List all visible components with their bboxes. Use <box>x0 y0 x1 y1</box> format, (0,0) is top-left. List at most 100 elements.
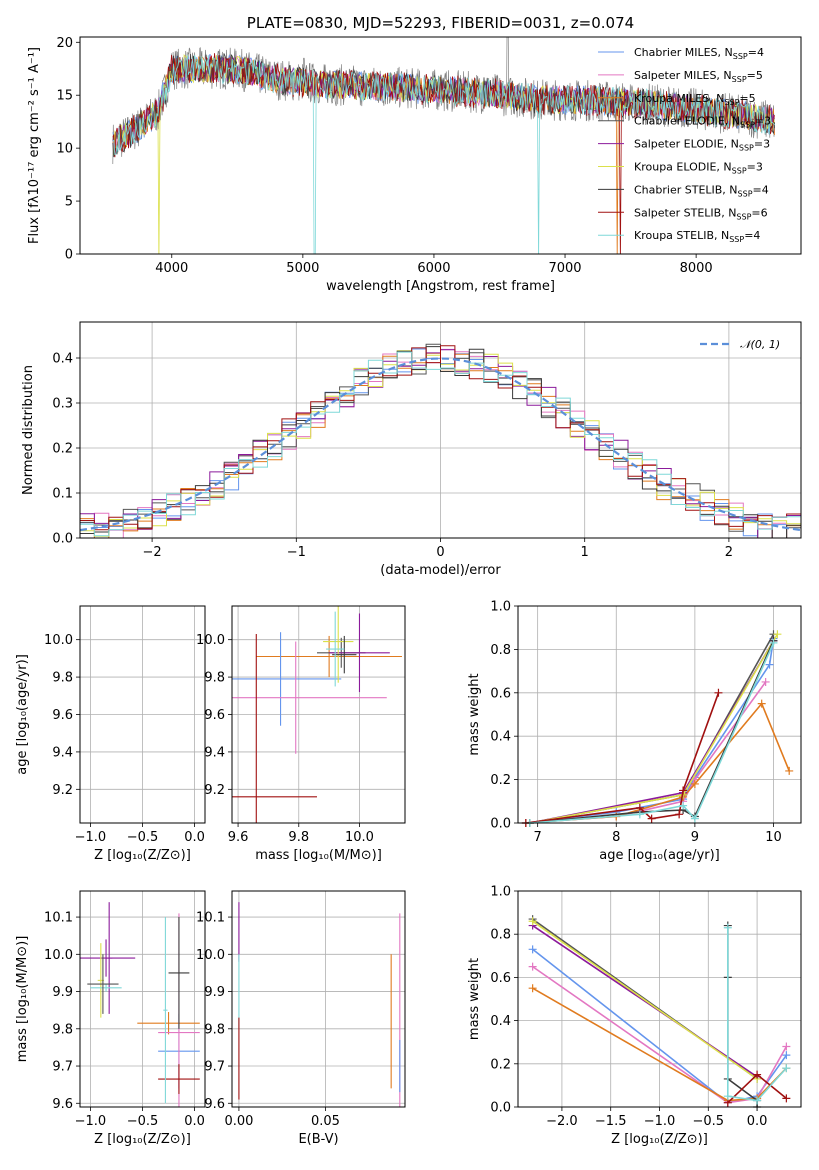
weight-marker <box>675 810 684 819</box>
legend-entry-salpeter_elodie: Salpeter ELODIE, NSSP=3 <box>634 138 770 153</box>
x-axis-label: mass [log₁₀(M/M⊙)] <box>255 848 382 863</box>
axes-frame <box>79 321 802 539</box>
y-tick-label: 1.0 <box>490 600 511 615</box>
errorbar-point-salpeter_stelib <box>158 1064 200 1094</box>
legend-n-text: =5 <box>747 69 763 82</box>
weight-marker <box>647 814 656 823</box>
y-tick-label: 9.9 <box>204 985 225 1000</box>
x-tick-label: −1.0 <box>75 1114 107 1129</box>
legend-sub-text: SSP <box>732 75 747 84</box>
x-tick-label: −1 <box>287 545 306 560</box>
weight-series-salpeter_miles <box>521 677 770 827</box>
weight-line <box>532 920 758 1080</box>
y-tick-label: 9.8 <box>52 671 73 686</box>
y-tick-label: 0.4 <box>52 352 73 367</box>
y-axis-label: mass weight <box>467 673 482 755</box>
weight-series-kroupa_elodie <box>528 917 762 1083</box>
weight-marker <box>528 984 537 993</box>
legend-entry-salpeter_miles: Salpeter MILES, NSSP=5 <box>634 69 763 84</box>
x-tick-label: 8 <box>612 830 620 845</box>
y-tick-label: 9.7 <box>204 1060 225 1075</box>
legend-n-text: =4 <box>744 229 760 242</box>
y-tick-label: 9.6 <box>204 1097 225 1112</box>
x-axis-label: Z [log₁₀(Z/Z⊙)] <box>611 1132 708 1147</box>
panel-3: −1.0 −0.5 0.0 9.2 9.4 9.6 9.8 10.0 Z [log₁₀(Z/Z⊙… <box>15 600 206 959</box>
y-tick-label: 10.0 <box>196 633 225 648</box>
panel-6: −1.0 −0.5 0.0 9.6 9.7 9.8 9.9 10.0 10.1 Z [log₁₀(… <box>15 890 206 1147</box>
legend-sub-text: SSP <box>724 98 739 107</box>
weight-series-kroupa_elodie <box>525 630 782 827</box>
errorbar-point-chabrier_stelib <box>168 917 190 1029</box>
panel-4: 9.6 9.8 10.0 9.2 9.4 9.6 9.8 10.0 mass [log₁₀(M/… <box>196 605 406 863</box>
x-tick-label: 5000 <box>286 261 319 276</box>
weight-marker <box>773 630 782 639</box>
panel-2: −2 −1 0 1 2 0.0 0.1 0.2 0.3 0.4 (data-model)/error… <box>21 321 802 578</box>
legend-sub-text: SSP <box>739 144 754 153</box>
errorbar-point-chabrier_elodie <box>77 638 135 668</box>
x-tick-label: 10 <box>765 830 782 845</box>
y-tick-label: 0.0 <box>490 817 511 832</box>
y-tick-label: 9.8 <box>204 1022 225 1037</box>
legend-sub-text: SSP <box>736 212 751 221</box>
legend-n-text: =3 <box>747 161 763 174</box>
errorbar-point-kroupa_miles <box>256 635 402 678</box>
x-tick-label: 10.0 <box>345 830 374 845</box>
x-tick-label: 0.00 <box>224 1114 253 1129</box>
x-tick-label: 0.0 <box>184 1114 205 1129</box>
histogram-layer <box>80 343 801 538</box>
y-tick-label: 10.0 <box>44 633 73 648</box>
panel-8: −2.0 −1.5 −1.0 −0.5 0.0 0.0 0.2 0.4 0.6 0.8 1.0 Z [… <box>467 885 802 1147</box>
weight-marker <box>753 1070 762 1079</box>
x-tick-label: 1 <box>581 545 589 560</box>
weight-line <box>532 965 788 1104</box>
y-tick-label: 0.6 <box>490 971 511 986</box>
y-tick-label: 5 <box>65 195 73 210</box>
x-tick-label: 9.6 <box>228 830 249 845</box>
weight-marker <box>782 1094 791 1103</box>
weight-marker <box>690 814 699 823</box>
weight-marker <box>782 1042 791 1051</box>
errorbar-point-salpeter_elodie <box>329 613 390 693</box>
errorbar-point-kroupa_elodie <box>88 600 123 682</box>
axes-frame <box>231 605 406 824</box>
x-tick-label: 2 <box>725 545 733 560</box>
legend-entry-chabrier_elodie: Chabrier ELODIE, NSSP=3 <box>634 115 771 130</box>
y-axis-label: Flux [fλ10⁻¹⁷ erg cm⁻² s⁻¹ A⁻¹] <box>27 47 42 244</box>
y-tick-label: 0.2 <box>52 442 73 457</box>
x-tick-label: −0.5 <box>127 830 159 845</box>
y-tick-label: 0.4 <box>490 730 511 745</box>
legend-entry-salpeter_stelib: Salpeter STELIB, NSSP=6 <box>634 206 768 221</box>
model-spectrum-salpeter_stelib <box>112 53 775 254</box>
errorbar-layer <box>232 606 402 823</box>
legend-n-text: =3 <box>755 115 771 128</box>
legend-n-text: =6 <box>751 206 767 219</box>
weight-marker <box>757 699 766 708</box>
x-tick-label: −1.5 <box>595 1114 627 1129</box>
legend-sub-text: SSP <box>732 167 747 176</box>
weight-line <box>529 640 775 824</box>
axes-frame <box>517 605 802 824</box>
weight-marker <box>528 917 537 926</box>
weight-series-chabrier_stelib <box>723 921 762 1111</box>
x-tick-label: 6000 <box>417 261 450 276</box>
weight-line <box>529 633 775 824</box>
weight-marker <box>528 962 537 971</box>
y-tick-label: 10.0 <box>44 948 73 963</box>
y-tick-label: 9.2 <box>204 783 225 798</box>
y-tick-label: 9.8 <box>52 1022 73 1037</box>
errorbar-layer <box>77 600 205 959</box>
histogram-kroupa_stelib <box>80 351 801 537</box>
x-tick-label: 0.05 <box>311 1114 340 1129</box>
x-tick-label: 9.8 <box>288 830 309 845</box>
legend-model-text: Kroupa STELIB, N <box>634 229 729 242</box>
y-axis-label: mass weight <box>467 958 482 1040</box>
x-tick-label: 0.0 <box>747 1114 768 1129</box>
y-tick-label: 20 <box>56 36 73 51</box>
weight-marker <box>679 801 688 810</box>
x-tick-label: 4000 <box>155 261 188 276</box>
errorbar-point-kroupa_stelib <box>90 984 122 992</box>
weight-line <box>529 640 775 824</box>
legend-model-text: Salpeter STELIB, N <box>634 206 736 219</box>
y-tick-label: 10.1 <box>44 911 73 926</box>
